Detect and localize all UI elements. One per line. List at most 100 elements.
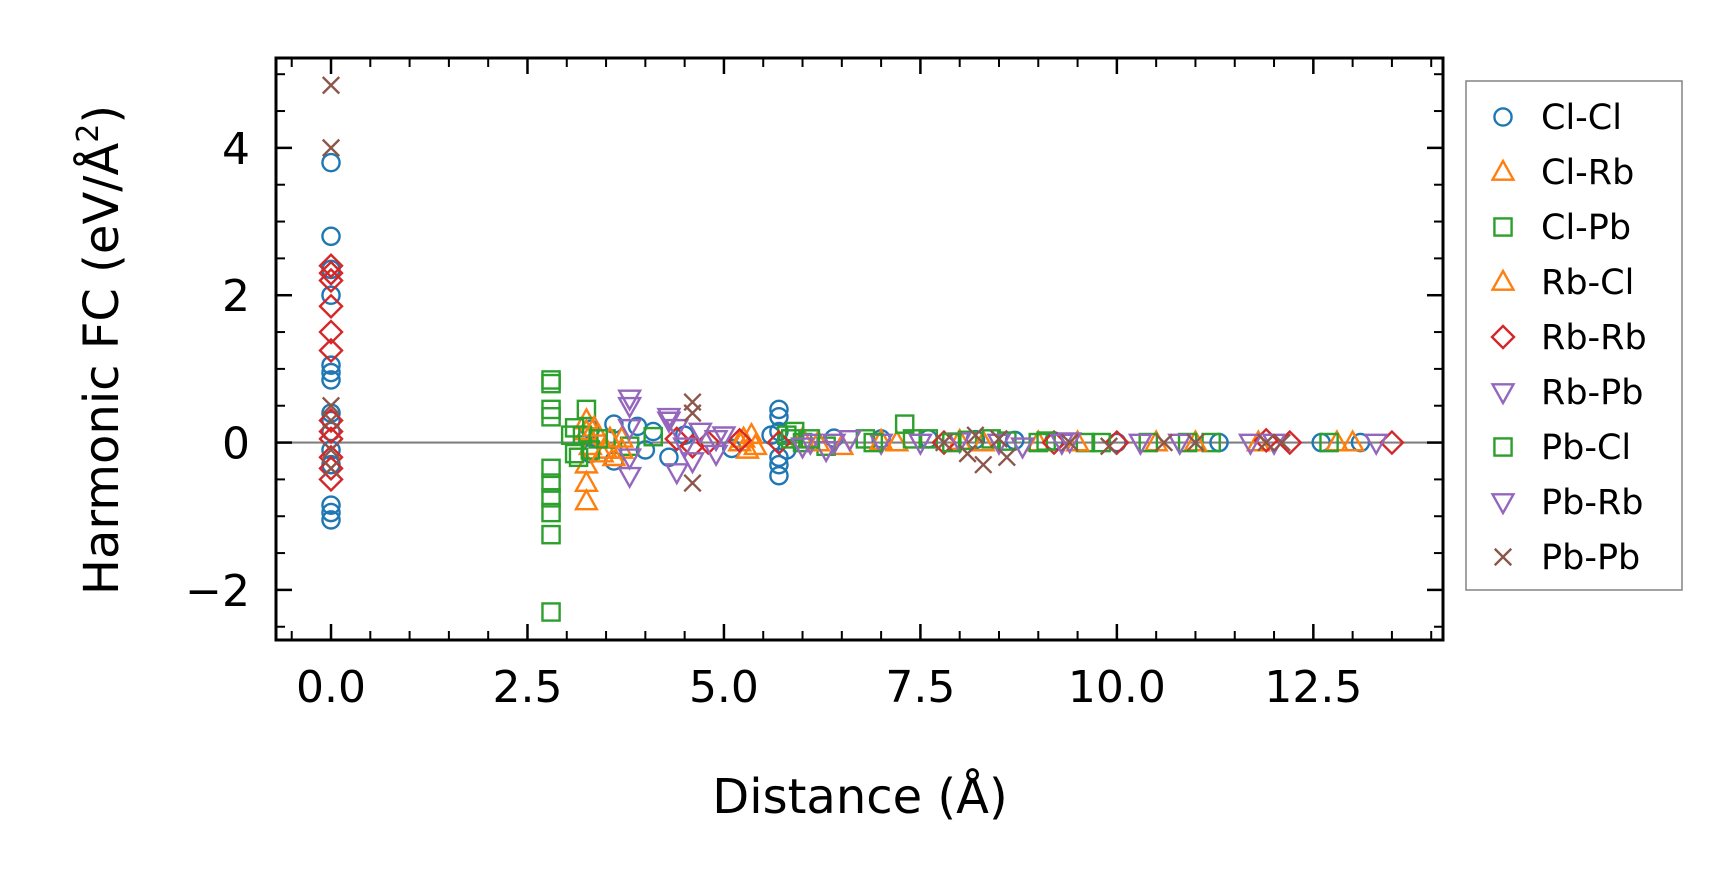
x-tick-label: 10.0	[1068, 662, 1166, 713]
data-point	[541, 602, 561, 622]
data-point	[609, 436, 635, 459]
data-point	[769, 465, 789, 486]
legend-marker-rb-rb	[1490, 324, 1516, 350]
legend-label: Pb-Pb	[1541, 538, 1640, 578]
x-tick-label: 12.5	[1264, 662, 1362, 713]
legend: Cl-Cl Cl-Rb Cl-Pb Rb-Cl Rb-Rb Rb-Pb Pb-Cl Pb-Rb…	[1465, 80, 1683, 591]
data-point	[643, 426, 663, 447]
data-point	[321, 396, 341, 415]
data-point	[573, 488, 599, 511]
data-point	[581, 414, 607, 437]
data-point	[769, 454, 789, 475]
data-point	[321, 362, 341, 383]
data-point	[1091, 432, 1111, 453]
data-point	[1272, 433, 1291, 452]
data-point	[659, 447, 679, 468]
plot-frame	[274, 56, 1445, 642]
data-point	[643, 421, 663, 442]
data-point	[1167, 433, 1193, 457]
data-point	[656, 407, 682, 431]
legend-label: Pb-Cl	[1541, 428, 1631, 468]
data-point	[1127, 433, 1153, 457]
data-point	[321, 76, 341, 95]
series-rb-rb	[318, 253, 1405, 493]
data-point	[597, 425, 623, 448]
data-point	[541, 488, 561, 508]
axis-ticks: 0.0 2.5 5.0 7.5 10.0 12.5 −2 0 2 4	[185, 58, 1443, 713]
data-point	[573, 469, 599, 492]
legend-frame	[1465, 80, 1683, 591]
data-point	[617, 389, 643, 412]
legend-marker-rb-cl	[1490, 268, 1516, 291]
y-axis-label-superscript: 2	[71, 124, 106, 143]
y-tick-label: 0	[222, 419, 250, 470]
legend-label: Cl-Cl	[1541, 98, 1622, 138]
data-point	[1257, 433, 1276, 452]
data-point	[974, 455, 993, 474]
data-point	[617, 466, 643, 490]
y-tick-label: 4	[222, 124, 250, 175]
data-point	[966, 426, 985, 445]
data-point	[589, 440, 615, 463]
y-axis-label-main: Harmonic FC (eV/Å	[73, 143, 130, 596]
data-point	[541, 524, 561, 545]
data-point	[321, 285, 341, 306]
x-tick-label: 7.5	[885, 662, 955, 713]
data-point	[695, 429, 721, 456]
data-point	[703, 444, 729, 468]
plot-area	[274, 56, 1445, 642]
data-point	[560, 425, 581, 445]
data-point	[321, 226, 341, 247]
data-point	[664, 418, 690, 442]
data-point	[664, 463, 690, 486]
data-point	[1363, 433, 1389, 457]
y-axis-label-close: )	[74, 105, 130, 124]
data-point	[722, 438, 742, 459]
data-point	[541, 458, 561, 479]
series-pb-pb	[321, 76, 1291, 493]
data-point	[656, 411, 682, 434]
data-point	[1340, 429, 1366, 452]
data-point	[318, 455, 344, 482]
data-point	[790, 437, 816, 460]
data-point	[902, 429, 923, 449]
data-point	[863, 432, 884, 453]
data-point	[321, 152, 341, 173]
data-point	[683, 403, 702, 423]
legend-marker-cl-pb	[1493, 217, 1513, 237]
data-point	[588, 429, 608, 449]
data-point	[769, 399, 789, 420]
data-point	[321, 510, 341, 530]
legend-label: Rb-Pb	[1541, 373, 1644, 413]
y-tick-label: 2	[222, 271, 250, 322]
data-point	[541, 406, 561, 427]
data-point	[321, 502, 341, 523]
data-point	[321, 459, 341, 478]
data-point	[672, 437, 698, 460]
data-point	[318, 260, 344, 286]
data-point	[1057, 432, 1083, 455]
y-tick-label: −2	[185, 566, 250, 617]
data-point	[813, 441, 839, 464]
y-axis-label: Harmonic FC (eV/Å2)	[71, 105, 130, 595]
data-point	[617, 448, 643, 471]
data-point	[321, 411, 341, 430]
data-point	[321, 495, 341, 515]
data-point	[703, 429, 729, 453]
series-cl-cl	[321, 152, 1371, 530]
data-point	[318, 253, 344, 279]
data-point	[957, 430, 978, 451]
data-point	[726, 427, 753, 454]
data-point	[321, 421, 341, 442]
data-point	[970, 429, 996, 452]
data-point	[617, 418, 643, 442]
legend-label: Pb-Rb	[1541, 483, 1644, 523]
data-point	[664, 426, 690, 452]
data-point	[541, 502, 561, 523]
data-point	[1010, 437, 1036, 460]
x-axis-label: Distance (Å)	[712, 768, 1007, 825]
data-point	[907, 433, 933, 457]
data-point	[761, 425, 781, 445]
data-point	[742, 432, 768, 456]
